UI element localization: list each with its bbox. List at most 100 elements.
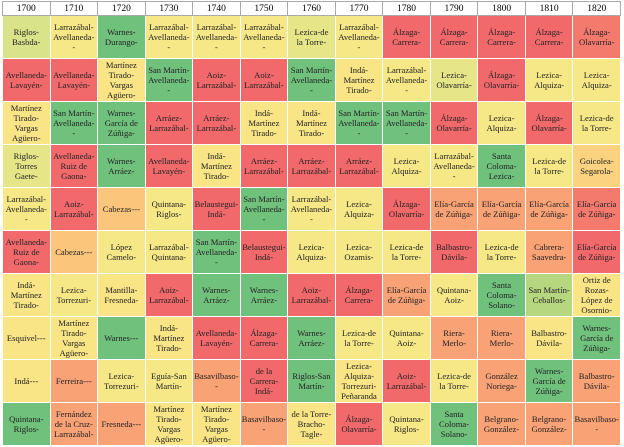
table-row: Indá- Martínez Tirado- Lezica- Torrezuri-… bbox=[2, 273, 621, 317]
heatmap-cell: Indá- Martínez Tirado- bbox=[287, 101, 336, 145]
heatmap-cell: Larrazábal- Avellaneda- - bbox=[192, 15, 241, 59]
heatmap-cell: Belaustegui- Indá- bbox=[239, 230, 289, 274]
heatmap-cell: Fresneda--- bbox=[97, 402, 146, 446]
heatmap-cell: Avellaneda- Ruiz de Gaona- bbox=[2, 230, 51, 274]
heatmap-cell: San Martín- Avellaneda- - bbox=[287, 58, 336, 102]
heatmap-cell: López Camelo- bbox=[97, 230, 146, 274]
heatmap-cell: Riglos-San Martín- bbox=[287, 359, 336, 403]
header-row: 1700 1710 1720 1730 1740 1750 1760 1770 1780 1790… bbox=[2, 1, 621, 16]
heatmap-cell: Indá- Martínez Tirado- bbox=[2, 273, 51, 317]
heatmap-cell: Aoiz- Larrazábal- bbox=[287, 273, 336, 317]
heatmap-cell: Lezica- Torrezuri- bbox=[49, 273, 99, 317]
heatmap-cell: Ortiz de Rozas- López de Osornio- bbox=[572, 273, 621, 317]
heatmap-cell: Arráez- Larrazábal- bbox=[192, 101, 241, 145]
heatmap-cell: Martínez Tirado- Vargas Agüero- bbox=[192, 402, 241, 446]
heatmap-cell: Fernández de la Cruz- Larrazábal- bbox=[49, 402, 99, 446]
heatmap-cell: Lezica- Torrezuri- bbox=[97, 359, 146, 403]
heatmap-cell: San Martín- Ceballos- bbox=[524, 273, 574, 317]
heatmap-cell: Riglos- Torres Gaete- bbox=[2, 144, 51, 188]
column-header: 1720 bbox=[97, 1, 146, 16]
heatmap-cell: Warnes- García de Zúñiga- bbox=[97, 101, 146, 145]
heatmap-cell: Aoiz- Larrazábal- bbox=[192, 58, 241, 102]
heatmap-cell: Balbastro- Dávila- bbox=[572, 359, 621, 403]
heatmap-cell: San Martín- Avellaneda- - bbox=[382, 101, 431, 145]
heatmap-cell: San Martín- Avellaneda- - bbox=[334, 101, 384, 145]
heatmap-cell: Aoiz- Larrazábal- bbox=[239, 58, 289, 102]
heatmap-cell: Larrazábal- Avellaneda- - bbox=[287, 187, 336, 231]
table-row: Martínez Tirado- Vargas Agüero- San Martí… bbox=[2, 101, 621, 145]
heatmap-cell: Lezica-de la Torre- bbox=[334, 316, 384, 360]
heatmap-cell: Larrazábal- Avellaneda- - bbox=[49, 15, 99, 59]
heatmap-cell: Álzaga- Carrera- bbox=[429, 15, 479, 59]
heatmap-cell: Belaustegui- Indá- bbox=[192, 187, 241, 231]
heatmap-cell: Indá- Martínez Tirado- bbox=[192, 144, 241, 188]
heatmap-cell: Warnes--- bbox=[97, 316, 146, 360]
heatmap-cell: Quintana- Aoiz- bbox=[382, 316, 431, 360]
heatmap-cell: Esquivel--- bbox=[2, 316, 51, 360]
heatmap-cell: Arráez- Larrazábal- bbox=[287, 144, 336, 188]
heatmap-cell: Aoiz- Larrazábal- bbox=[144, 273, 194, 317]
heatmap-cell: Álzaga- Olavarría- bbox=[477, 58, 526, 102]
heatmap-cell: Arráez- Larrazábal- bbox=[334, 144, 384, 188]
heatmap-cell: Lezica- Alquiza- bbox=[572, 58, 621, 102]
heatmap-cell: Riglos- Basbda- bbox=[2, 15, 51, 59]
column-header: 1710 bbox=[49, 1, 99, 16]
heatmap-cell: Belgrano- González- bbox=[524, 402, 574, 446]
heatmap-cell: Elía-García de Zúñiga- bbox=[429, 187, 479, 231]
heatmap-cell: Warnes- García de Zúñiga- bbox=[572, 316, 621, 360]
heatmap-cell: Larrazábal- Avellaneda- - bbox=[334, 15, 384, 59]
heatmap-cell: Warnes- Arráez- bbox=[239, 273, 289, 317]
heatmap-cell: Álzaga- Carrera- bbox=[239, 316, 289, 360]
heatmap-cell: Warnes- Durango- bbox=[97, 15, 146, 59]
heatmap-cell: Lezica- Alquiza- bbox=[287, 230, 336, 274]
heatmap-cell: San Martín- Avellaneda- - bbox=[144, 58, 194, 102]
heatmap-cell: Martínez Tirado- Vargas Agüero- bbox=[49, 316, 99, 360]
table-body: Riglos- Basbda- Larrazábal- Avellaneda- -… bbox=[2, 15, 621, 446]
heatmap-cell: Eguía-San Martín- bbox=[144, 359, 194, 403]
heatmap-cell: Santa Coloma- Solano- bbox=[477, 273, 526, 317]
heatmap-cell: Basavilbaso- - bbox=[239, 402, 289, 446]
column-header: 1820 bbox=[572, 1, 621, 16]
heatmap-cell: Arráez- Larrazábal- bbox=[239, 144, 289, 188]
heatmap-cell: Larrazábal- Avellaneda- - bbox=[144, 15, 194, 59]
heatmap-cell: Indá- Martínez Tirado- bbox=[144, 316, 194, 360]
heatmap-cell: Lezica-de la Torre- bbox=[287, 15, 336, 59]
heatmap-cell: Aoiz- Larrazábal- bbox=[382, 359, 431, 403]
heatmap-cell: Álzaga- Olavarría- bbox=[382, 187, 431, 231]
heatmap-cell: Lezica-de la Torre- bbox=[477, 230, 526, 274]
heatmap-cell: Warnes- Arráez- bbox=[192, 273, 241, 317]
heatmap-cell: Lezica- Olavarría- bbox=[429, 58, 479, 102]
heatmap-cell: Quintana- Riglos- bbox=[2, 402, 51, 446]
heatmap-cell: Avellaneda- Lavayén- bbox=[2, 58, 51, 102]
heatmap-cell: Álzaga- Olavarría- bbox=[524, 101, 574, 145]
heatmap-cell: Martínez Tirado- Vargas Agüero- bbox=[97, 58, 146, 102]
heatmap-cell: de la Torre- Bracho- Tagle- bbox=[287, 402, 336, 446]
heatmap-cell: Indá- Martínez Tirado- bbox=[239, 101, 289, 145]
heatmap-cell: Lezica- Alquiza- bbox=[477, 101, 526, 145]
heatmap-cell: Martínez Tirado- Vargas Agüero- bbox=[2, 101, 51, 145]
column-header: 1800 bbox=[477, 1, 526, 16]
column-header: 1740 bbox=[192, 1, 241, 16]
heatmap-cell: Basavilbaso- - bbox=[572, 402, 621, 446]
column-header: 1700 bbox=[2, 1, 51, 16]
heatmap-cell: Larrazábal- Quintana- bbox=[144, 230, 194, 274]
heatmap-cell: Indá--- bbox=[2, 359, 51, 403]
column-header: 1790 bbox=[429, 1, 479, 16]
heatmap-cell: Elía-García de Zúñiga- bbox=[382, 273, 431, 317]
heatmap-cell: Indá- Martínez Tirado- bbox=[334, 58, 384, 102]
heatmap-cell: Ferreira--- bbox=[49, 359, 99, 403]
heatmap-cell: San Martín- Avellaneda- - bbox=[239, 187, 289, 231]
heatmap-cell: de la Carrera- Indá- bbox=[239, 359, 289, 403]
table-row: Avellaneda- Ruiz de Gaona- Cabezas--- Lópe… bbox=[2, 230, 621, 274]
heatmap-cell: Avellaneda- Ruiz de Gaona- bbox=[49, 144, 99, 188]
heatmap-cell: Lezica-de la Torre- bbox=[429, 359, 479, 403]
heatmap-cell: Lezica-de la Torre- bbox=[572, 101, 621, 145]
table-row: Larrazábal- Avellaneda- - Aoiz- Larrazába… bbox=[2, 187, 621, 231]
heatmap-cell: Cabezas--- bbox=[49, 230, 99, 274]
table-row: Quintana- Riglos- Fernández de la Cruz- L… bbox=[2, 402, 621, 446]
column-header: 1780 bbox=[382, 1, 431, 16]
column-header: 1730 bbox=[144, 1, 194, 16]
heatmap-cell: Álzaga- Carrera- bbox=[477, 15, 526, 59]
